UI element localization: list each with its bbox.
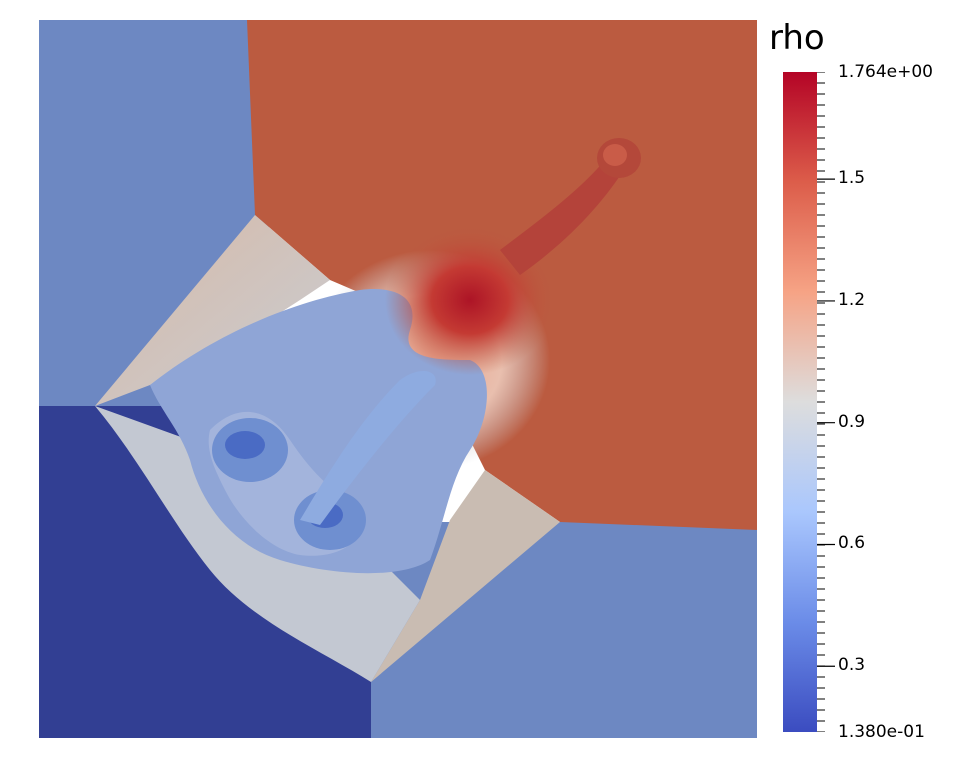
- colorbar: [783, 72, 817, 732]
- lower-right-wedge: [371, 470, 560, 682]
- colorbar-tick-label: 1.2: [838, 289, 866, 310]
- colorbar-max-label: 1.764e+00: [838, 62, 934, 82]
- colorbar-tick-label: 1.5: [838, 168, 866, 189]
- colorbar-ticks: [817, 72, 835, 732]
- upper-left-wedge: [95, 215, 330, 406]
- jet-head-core: [603, 144, 627, 166]
- vortex-left-core: [225, 431, 265, 459]
- quadrant-bottom-right: [371, 522, 757, 738]
- jet: [500, 160, 625, 275]
- colorbar-tick-label: 0.3: [838, 655, 866, 676]
- colorbar-tick-label: 0.9: [838, 411, 866, 432]
- colorbar-tick-label: 0.6: [838, 533, 866, 554]
- colorbar-title: rho: [769, 18, 825, 58]
- mushroom-stem: [300, 370, 436, 525]
- colorbar-min-label: 1.380e-01: [838, 722, 925, 742]
